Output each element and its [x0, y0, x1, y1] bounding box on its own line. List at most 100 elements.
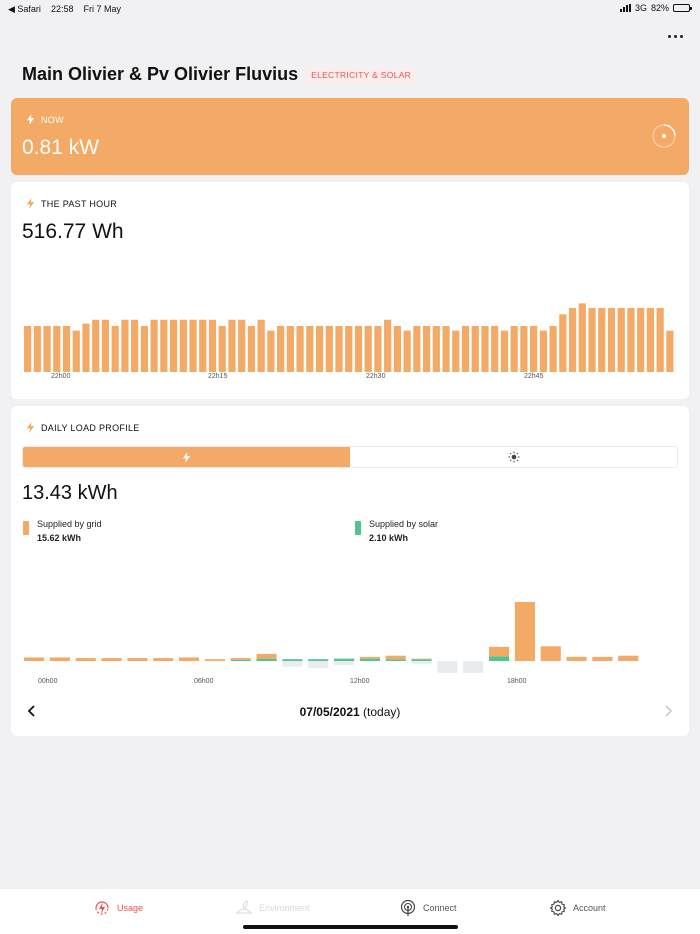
past-hour-bar: [277, 325, 285, 372]
past-hour-bar: [179, 319, 187, 372]
home-indicator: [243, 925, 458, 929]
past-hour-bar: [257, 319, 265, 372]
status-bar: ◀ Safari 22:58 Fri 7 May 3G 82%: [0, 0, 700, 18]
now-value: 0.81 kW: [22, 136, 100, 159]
date-value: 07/05/2021: [299, 705, 360, 719]
past-hour-bar: [403, 330, 411, 372]
now-card[interactable]: NOW 0.81 kW: [11, 98, 689, 175]
tab-connect-label: Connect: [423, 903, 457, 913]
past-hour-bar: [374, 325, 382, 372]
past-hour-bar: [598, 308, 606, 372]
past-hour-bar: [82, 323, 90, 372]
daily-grid-bar: [618, 655, 639, 661]
x-tick-label: 22h00: [51, 373, 71, 380]
past-hour-bar: [549, 325, 557, 372]
daily-solar-bar: [230, 659, 251, 661]
past-hour-bar: [101, 319, 110, 372]
tab-account[interactable]: Account: [549, 899, 606, 917]
lightning-icon: [182, 451, 191, 463]
daily-load-bar-chart[interactable]: [24, 591, 644, 677]
tab-environment[interactable]: Environment: [235, 899, 310, 917]
past-hour-bar: [510, 325, 518, 372]
daily-grid-bar: [540, 646, 561, 661]
past-hour-bar: [208, 319, 217, 372]
past-hour-bar: [442, 325, 450, 372]
daily-label: DAILY LOAD PROFILE: [41, 422, 140, 433]
now-label: NOW: [41, 114, 64, 125]
daily-grid-bar: [514, 602, 535, 661]
past-hour-bar: [43, 325, 51, 372]
tab-usage[interactable]: Usage: [93, 899, 143, 917]
past-hour-bar: [559, 314, 567, 372]
legend-value: 2.10 kWh: [369, 533, 409, 543]
daily-grid-bar: [204, 659, 225, 661]
daily-export-bar: [334, 661, 355, 666]
past-hour-bar: [296, 325, 304, 372]
past-hour-bar: [24, 325, 32, 372]
past-hour-bar: [131, 319, 139, 372]
past-hour-bar: [432, 325, 440, 372]
daily-grid-bar: [75, 658, 96, 661]
chevron-left-icon[interactable]: [25, 704, 39, 718]
past-hour-bar: [92, 319, 100, 372]
past-hour-bar: [169, 319, 178, 372]
past-hour-bar: [568, 308, 577, 372]
x-tick-label: 18h00: [507, 678, 527, 685]
legend-value: 15.62 kWh: [37, 533, 82, 543]
usage-icon: [95, 901, 109, 915]
daily-export-bar: [437, 661, 458, 673]
past-hour-bar: [384, 319, 392, 372]
past-hour-bar: [160, 319, 168, 372]
lightning-icon: [26, 422, 35, 433]
meter-type-badge: ELECTRICITY & SOLAR: [306, 66, 417, 83]
past-hour-bar: [627, 308, 635, 372]
daily-solar-bar: [334, 658, 355, 661]
past-hour-bar: [121, 319, 129, 372]
tab-account-label: Account: [573, 903, 606, 913]
tab-usage-label: Usage: [117, 903, 144, 913]
past-hour-bar: [530, 325, 538, 372]
daily-solar-bar: [385, 659, 406, 661]
daily-grid-bar: [127, 658, 148, 661]
daily-grid-bar: [24, 657, 45, 661]
daily-solar-bar: [359, 658, 380, 661]
daily-grid-bar: [566, 656, 587, 661]
past-hour-bar: [228, 319, 236, 372]
past-hour-bar: [461, 325, 470, 372]
past-hour-bar: [111, 325, 119, 372]
past-hour-bar-chart[interactable]: [24, 294, 676, 372]
page-header: Main Olivier & Pv Olivier Fluvius ELECTR…: [22, 64, 417, 85]
daily-solar-bar: [411, 659, 432, 661]
daily-solar-bar: [489, 656, 510, 661]
back-to-app-link[interactable]: ◀ Safari: [8, 4, 41, 14]
segment-electricity[interactable]: [23, 447, 350, 467]
past-hour-bar: [520, 325, 528, 372]
gear-icon: [549, 899, 567, 917]
legend-label: Supplied by solar: [369, 519, 439, 529]
energy-source-segmented-control: [22, 446, 678, 468]
past-hour-bar: [189, 319, 197, 372]
legend-label: Supplied by grid: [37, 519, 102, 529]
daily-grid-bar: [230, 658, 251, 660]
x-tick-label: 22h45: [524, 373, 544, 380]
daily-grid-bar: [359, 656, 380, 659]
past-hour-bar: [364, 325, 372, 372]
past-hour-bar: [539, 330, 547, 372]
past-hour-bar: [413, 325, 421, 372]
segment-solar[interactable]: [350, 447, 677, 467]
more-options-icon[interactable]: [668, 35, 684, 41]
daily-grid-bar: [256, 653, 277, 659]
date-label: 07/05/2021 (today): [11, 705, 689, 719]
status-time: 22:58: [50, 4, 74, 14]
past-hour-bar: [140, 325, 148, 372]
chevron-right-icon[interactable]: [661, 704, 675, 718]
x-tick-label: 12h00: [350, 678, 370, 685]
legend-grid: Supplied by grid 15.62 kWh: [23, 517, 102, 545]
past-hour-value: 516.77 Wh: [22, 220, 124, 243]
past-hour-bar: [286, 325, 294, 372]
daily-grid-bar: [49, 657, 70, 661]
daily-export-bar: [411, 661, 432, 664]
tab-connect[interactable]: Connect: [399, 899, 457, 917]
page-title: Main Olivier & Pv Olivier Fluvius: [22, 64, 299, 84]
past-hour-x-axis: 22h00 22h15 22h30 22h45: [11, 373, 689, 385]
